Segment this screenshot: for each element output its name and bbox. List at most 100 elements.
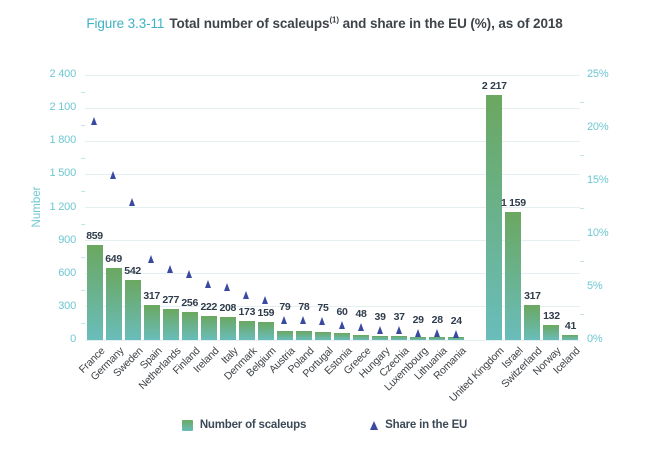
gridline xyxy=(85,339,580,341)
y-axis-left-tick-label: 900 xyxy=(58,233,76,246)
share-marker-netherlands xyxy=(167,264,174,273)
bar-value-label-netherlands: 277 xyxy=(162,294,179,307)
bar-norway xyxy=(543,325,560,340)
bar-czechia xyxy=(391,335,408,340)
bar-denmark xyxy=(238,320,255,340)
y-axis-left-minor-tick xyxy=(81,157,85,159)
y-axis-left-minor-tick xyxy=(81,91,85,93)
bar-switzerland xyxy=(524,305,541,340)
legend: Number of scaleups Share in the EU xyxy=(0,419,649,431)
y-axis-left-tick-label: 1 500 xyxy=(49,167,76,180)
share-marker-hungary xyxy=(376,326,383,335)
bar-value-label-czechia: 37 xyxy=(393,311,405,324)
y-axis-right-minor-tick xyxy=(580,154,584,156)
bar-value-label-luxembourg: 29 xyxy=(412,313,424,326)
bar-value-label-france: 859 xyxy=(86,230,103,243)
y-axis-left-tick-label: 1 800 xyxy=(49,134,76,147)
y-axis-left-minor-tick xyxy=(81,290,85,292)
gridline xyxy=(85,173,580,175)
y-axis-right-minor-tick xyxy=(580,101,584,103)
y-axis-left-minor-tick xyxy=(81,190,85,192)
share-marker-estonia xyxy=(338,321,345,330)
share-marker-austria xyxy=(281,315,288,324)
bar-value-label-hungary: 39 xyxy=(374,311,386,324)
bar-luxembourg xyxy=(410,336,427,340)
share-marker-luxembourg xyxy=(414,328,421,337)
bar-value-label-israel: 1 159 xyxy=(500,197,526,210)
bar-value-label-greece: 48 xyxy=(355,308,367,321)
share-marker-romania xyxy=(452,329,459,338)
bar-italy xyxy=(219,317,236,340)
bar-value-label-finland: 256 xyxy=(181,296,199,309)
bar-romania xyxy=(448,337,465,340)
plot-area: 859 France 649 Germany 542 Sweden 317 Spain 277 N… xyxy=(76,74,583,404)
footnote-marker: (1) xyxy=(329,15,339,24)
y-axis-right-minor-tick xyxy=(580,207,584,209)
bar-value-label-estonia: 60 xyxy=(336,306,348,319)
bar-spain xyxy=(143,305,160,340)
y-axis-left-minor-tick xyxy=(81,323,85,325)
bar-value-label-norway: 132 xyxy=(543,310,560,323)
share-marker-poland xyxy=(300,315,307,324)
bar-value-label-austria: 79 xyxy=(279,300,291,313)
bar-germany xyxy=(105,268,122,340)
gridline xyxy=(85,240,580,242)
bar-value-label-iceland: 41 xyxy=(564,320,577,333)
bar-sweden xyxy=(124,280,141,340)
gridline xyxy=(85,107,580,109)
y-axis-left-tick-label: 2 100 xyxy=(49,101,76,114)
bar-estonia xyxy=(334,333,351,340)
bar-france xyxy=(86,245,103,340)
share-marker-france xyxy=(91,116,98,125)
share-marker-sweden xyxy=(129,198,136,207)
legend-label-scaleups: Number of scaleups xyxy=(199,419,307,431)
bar-belgium xyxy=(257,322,274,340)
bar-greece xyxy=(353,334,370,340)
share-marker-denmark xyxy=(243,291,250,300)
bar-value-label-germany: 649 xyxy=(105,253,122,266)
bar-hungary xyxy=(372,335,389,340)
y-axis-right-tick-label: 0% xyxy=(587,333,603,345)
legend-square-icon xyxy=(181,419,193,431)
share-marker-finland xyxy=(186,270,193,279)
bar-netherlands xyxy=(162,309,179,340)
bar-value-label-portugal: 75 xyxy=(317,301,329,314)
bar-finland xyxy=(181,311,198,340)
bar-iceland xyxy=(562,335,579,340)
share-marker-spain xyxy=(148,255,155,264)
bar-value-label-ireland: 222 xyxy=(200,300,218,313)
share-marker-germany xyxy=(110,170,117,179)
figure-title-text: Total number of scaleups(1) and share in… xyxy=(169,15,563,31)
bar-value-label-italy: 208 xyxy=(219,302,237,315)
bar-value-label-poland: 78 xyxy=(298,300,310,313)
y-axis-left-tick-label: 600 xyxy=(58,266,76,279)
gridline xyxy=(85,306,580,308)
y-axis-right-tick-label: 20% xyxy=(587,121,609,133)
gridline xyxy=(85,207,580,208)
y-axis-right-tick-label: 25% xyxy=(587,68,609,80)
bar-ireland xyxy=(200,315,217,340)
y-axis-right-tick-label: 10% xyxy=(587,227,609,239)
bar-value-label-spain: 317 xyxy=(143,290,160,302)
bar-value-label-lithuania: 28 xyxy=(431,313,443,326)
gridline xyxy=(85,273,580,275)
bar-portugal xyxy=(314,331,331,340)
bar-value-label-united-kingdom: 2 217 xyxy=(481,80,507,93)
bar-value-label-sweden: 542 xyxy=(124,265,141,278)
share-marker-greece xyxy=(357,323,364,332)
bar-united-kingdom xyxy=(486,95,503,340)
figure-number: Figure 3.3-11 xyxy=(86,15,165,31)
y-axis-left-tick-label: 2 400 xyxy=(49,68,76,80)
bar-value-label-belgium: 159 xyxy=(257,307,275,320)
bar-value-label-switzerland: 317 xyxy=(524,290,541,302)
share-marker-ireland xyxy=(205,279,212,288)
figure-title: Figure 3.3-11 Total number of scaleups(1)… xyxy=(0,15,649,31)
y-axis-left-tick-label: 0 xyxy=(70,333,76,345)
y-axis-left-tick-label: 300 xyxy=(58,299,76,312)
gridline xyxy=(85,140,580,142)
share-marker-portugal xyxy=(319,316,326,325)
y-axis-left-minor-tick xyxy=(81,257,85,259)
legend-item-scaleups: Number of scaleups xyxy=(181,419,307,431)
bar-israel xyxy=(505,212,522,340)
bar-austria xyxy=(276,331,293,340)
